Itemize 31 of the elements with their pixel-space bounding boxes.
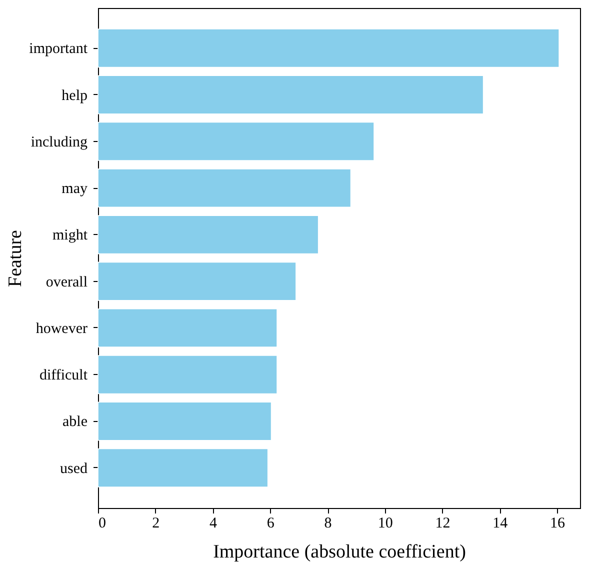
bar [98,448,268,488]
bar [98,122,374,161]
y-tick-label: important [29,41,88,58]
y-tick-label: may [62,181,88,198]
y-axis-title: Feature [5,230,26,287]
x-tick-label: 0 [98,516,106,532]
y-tick-label: used [60,460,88,477]
x-tick-label: 8 [324,516,332,532]
y-tick-label: however [36,320,88,337]
y-tick-label: overall [46,274,88,290]
bar [98,168,352,208]
x-tick-label: 2 [152,516,160,532]
bar [98,355,278,394]
x-axis-title: Importance (absolute coefficient) [213,542,466,562]
bar [98,262,296,301]
x-tick-label: 6 [266,516,275,532]
bar [98,75,484,114]
x-tick-label: 12 [435,516,450,532]
x-tick-label: 10 [378,516,393,532]
bar [98,215,319,254]
x-tick-label: 14 [492,516,508,532]
bar [98,28,560,68]
y-tick-label: able [62,414,88,430]
y-tick-label: help [62,88,88,104]
x-tick-label: 16 [550,516,566,532]
y-tick-label: difficult [39,368,88,384]
bar [98,402,272,441]
bar [98,308,278,348]
y-tick-label: including [30,134,88,150]
y-tick-label: might [52,228,88,244]
x-tick-label: 4 [210,516,218,532]
